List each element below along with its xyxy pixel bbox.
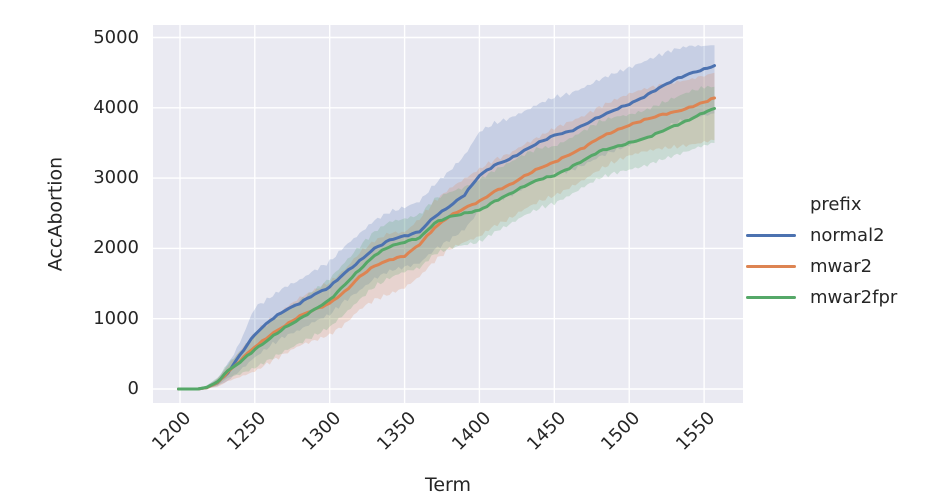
- legend-item-normal2: normal2: [746, 220, 897, 251]
- legend-label: mwar2fpr: [810, 286, 898, 308]
- legend: prefix normal2 mwar2 mwar2fpr: [746, 189, 897, 313]
- series-line-mwar2fpr: [177, 107, 716, 391]
- y-tick-label: 1000: [93, 307, 139, 329]
- plot-area: [153, 25, 743, 403]
- legend-line-swatch-normal2: [746, 233, 796, 238]
- x-axis-label: Term: [424, 474, 472, 496]
- legend-line-swatch-mwar2fpr: [746, 295, 796, 300]
- y-axis-label: AccAbortion: [44, 156, 67, 272]
- y-tick-label: 3000: [93, 167, 139, 189]
- legend-item-mwar2fpr: mwar2fpr: [746, 282, 897, 313]
- legend-line-swatch-mwar2: [746, 264, 796, 269]
- legend-label: normal2: [810, 224, 885, 246]
- legend-item-mwar2: mwar2: [746, 251, 897, 282]
- chart-canvas: [153, 25, 743, 403]
- legend-label: mwar2: [810, 255, 873, 277]
- y-tick-label: 0: [127, 378, 139, 399]
- series-line-normal2: [177, 64, 716, 391]
- legend-title: prefix: [810, 194, 862, 215]
- y-tick-label: 4000: [93, 96, 139, 118]
- y-tick-label: 2000: [93, 237, 139, 259]
- y-tick-label: 5000: [93, 26, 139, 48]
